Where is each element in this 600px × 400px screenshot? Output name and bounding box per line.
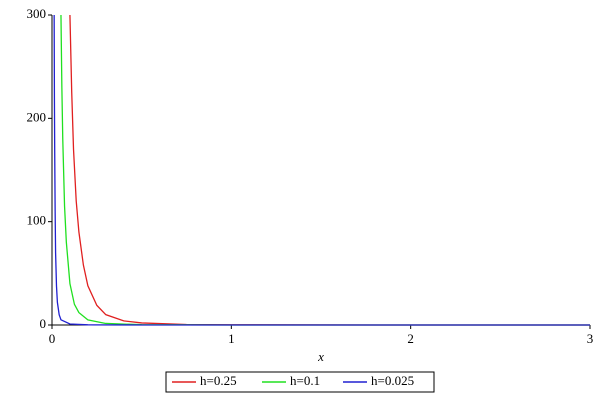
x-tick-label: 0	[49, 331, 56, 346]
legend-label: h=0.1	[290, 373, 320, 388]
x-axis-label: x	[317, 349, 324, 364]
y-tick-label: 100	[27, 213, 47, 228]
line-series	[60, 14, 590, 326]
y-tick-label: 0	[40, 316, 47, 331]
legend-label: h=0.25	[200, 373, 237, 388]
x-tick-label: 1	[228, 331, 235, 346]
legend-box	[165, 371, 435, 393]
y-tick-label: 200	[27, 109, 47, 124]
y-tick-label: 300	[27, 6, 47, 21]
line-series	[53, 14, 590, 326]
x-tick-label: 3	[587, 331, 594, 346]
legend-label: h=0.025	[371, 373, 414, 388]
line-series	[69, 14, 590, 326]
x-tick-label: 2	[407, 331, 414, 346]
